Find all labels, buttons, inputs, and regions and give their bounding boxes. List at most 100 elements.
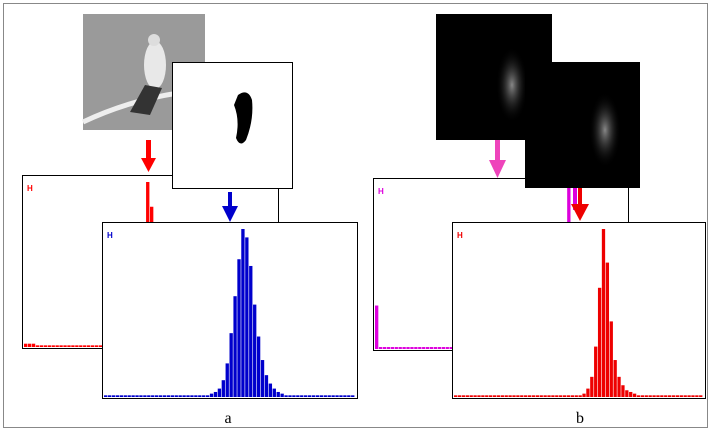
histogram-bar	[307, 395, 312, 397]
histogram-bar	[300, 395, 304, 397]
histogram-bar	[135, 395, 139, 397]
histogram-bar	[90, 345, 95, 347]
histogram-bar	[445, 347, 449, 349]
histogram-bar	[292, 395, 296, 397]
histogram-bar	[311, 395, 316, 397]
histogram-bar	[335, 395, 339, 397]
histogram-bar	[477, 395, 481, 397]
histogram-label: H	[27, 184, 33, 193]
histogram-bar	[327, 395, 331, 397]
histogram-bar	[652, 395, 656, 397]
histogram-bar	[535, 395, 539, 397]
histogram-bar	[194, 395, 198, 397]
histogram-bar	[104, 395, 108, 397]
histogram-bar	[249, 265, 253, 397]
histogram-bar	[625, 390, 629, 397]
histogram-bar	[644, 395, 648, 397]
histogram-bar	[256, 336, 261, 397]
histogram-bar	[186, 395, 190, 397]
histogram-bar	[280, 393, 284, 397]
histogram-bar	[304, 395, 308, 397]
histogram-label: H	[378, 187, 384, 196]
histogram-bar	[433, 347, 438, 349]
histogram-bar	[504, 395, 508, 397]
histogram-bar	[151, 395, 155, 397]
histogram-bar	[695, 395, 699, 397]
histogram-bar	[296, 395, 300, 397]
arrows	[141, 140, 238, 222]
histogram-bar	[437, 347, 442, 349]
histogram-bar	[617, 376, 621, 397]
histogram-bar	[679, 395, 683, 397]
histogram-bar	[83, 345, 87, 347]
histogram-bar	[555, 395, 559, 397]
histogram-bar	[660, 395, 664, 397]
histogram-bar	[127, 395, 131, 397]
histogram-bar	[166, 395, 171, 397]
histogram-bar	[551, 395, 555, 397]
histogram-bar	[170, 395, 174, 397]
histogram-bar	[47, 345, 51, 347]
histogram-bar	[319, 395, 324, 397]
histogram-bar	[98, 345, 103, 347]
histogram-bar	[632, 393, 637, 397]
histogram-bar	[119, 395, 124, 397]
histogram-bar	[640, 395, 645, 397]
histogram-bar	[578, 395, 582, 397]
histogram-bar	[461, 395, 466, 397]
histogram-bar	[582, 393, 586, 397]
histogram-bar	[343, 395, 347, 397]
histogram-bar	[489, 395, 493, 397]
histogram-bar	[131, 395, 135, 397]
histogram-bar	[605, 262, 610, 397]
histogram-bar	[245, 237, 249, 397]
histogram-bar	[229, 333, 233, 397]
histogram-bar	[288, 395, 292, 397]
histogram-bar	[667, 395, 672, 397]
histogram-bar	[520, 395, 524, 397]
histogram-bar	[636, 395, 641, 397]
histogram-bar	[43, 345, 48, 347]
histogram-bar	[531, 395, 536, 397]
arrows	[489, 140, 589, 221]
histogram-bar	[621, 385, 625, 397]
histogram-bar	[492, 395, 497, 397]
histogram-bar	[24, 343, 28, 347]
histogram-bar	[516, 395, 520, 397]
histogram-bar	[111, 395, 116, 397]
histogram-bar	[539, 395, 543, 397]
histogram-bar	[241, 229, 245, 397]
histogram-bar	[570, 395, 575, 397]
histogram-bar	[675, 395, 680, 397]
histogram-frame	[452, 222, 706, 399]
histogram-bar	[375, 305, 379, 349]
histogram-bar	[315, 395, 320, 397]
histogram-bar	[508, 395, 512, 397]
histogram-bar	[429, 347, 434, 349]
histogram-bar	[107, 395, 112, 397]
histogram-bar	[55, 345, 59, 347]
histogram-bar	[115, 395, 120, 397]
histogram-bar	[441, 347, 445, 349]
histogram-bar	[390, 347, 395, 349]
histogram-bar	[671, 395, 676, 397]
histogram-bar	[31, 343, 36, 347]
histogram-bar	[496, 395, 501, 397]
histogram-bar	[347, 395, 351, 397]
histogram-bar	[182, 395, 186, 397]
histogram-bar	[27, 343, 32, 347]
histogram-bar	[454, 395, 458, 397]
histogram-bar	[378, 347, 383, 349]
histogram-bar	[687, 395, 691, 397]
dark-image	[525, 62, 640, 188]
histogram-bar	[75, 345, 79, 347]
histogram-label: H	[457, 231, 463, 240]
histogram-bar	[178, 395, 182, 397]
histogram-bar	[59, 345, 63, 347]
histogram-bar	[35, 345, 40, 347]
histogram-bar	[406, 347, 410, 349]
histogram-bar	[123, 395, 127, 397]
histogram-bar	[253, 304, 257, 397]
histogram-bar	[284, 395, 288, 397]
histogram-bar	[162, 395, 167, 397]
